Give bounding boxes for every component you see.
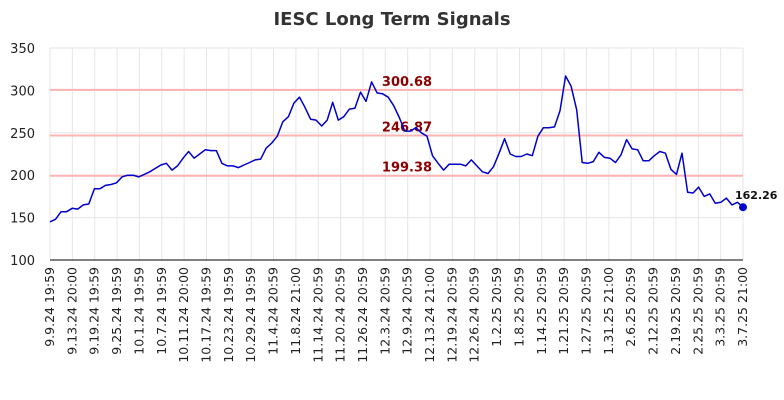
x-axis: 9.9.24 19:59 9.13.24 20:00 9.19.24 19:59 9.… bbox=[42, 259, 750, 363]
series-group bbox=[49, 75, 744, 223]
y-tick-label: 250 bbox=[10, 127, 35, 142]
x-tick-label: 2.25.25 20:59 bbox=[690, 267, 705, 355]
x-tick-label: 10.23.24 19:59 bbox=[221, 267, 236, 363]
x-tick-label: 1.2.25 20:59 bbox=[489, 267, 504, 347]
x-tick-label: 9.13.24 20:00 bbox=[64, 267, 79, 355]
level-label: 199.38 bbox=[382, 161, 432, 176]
x-tick-label: 11.26.24 20:59 bbox=[355, 267, 370, 363]
last-value-label: 162.26 bbox=[735, 189, 778, 202]
x-tick-label: 9.9.24 19:59 bbox=[42, 267, 57, 347]
x-tick-label: 10.29.24 19:59 bbox=[243, 267, 258, 363]
y-axis: 100 150 200 250 300 350 bbox=[10, 42, 35, 269]
x-tick-label: 1.21.25 20:59 bbox=[556, 267, 571, 355]
x-tick-label: 9.19.24 19:59 bbox=[87, 267, 102, 355]
last-point-marker bbox=[739, 203, 747, 212]
x-tick-label: 10.1.24 19:59 bbox=[131, 267, 146, 355]
x-tick-label: 2.12.25 20:59 bbox=[646, 267, 661, 355]
x-tick-label: 10.17.24 19:59 bbox=[198, 267, 213, 363]
y-tick-label: 100 bbox=[10, 254, 35, 269]
x-tick-label: 11.20.24 20:59 bbox=[333, 267, 348, 363]
y-tick-label: 150 bbox=[10, 212, 35, 227]
x-tick-label: 3.7.25 21:00 bbox=[735, 267, 750, 347]
x-tick-label: 10.11.24 20:00 bbox=[176, 267, 191, 363]
y-tick-label: 300 bbox=[10, 84, 35, 99]
series-line bbox=[49, 75, 744, 223]
chart-title: IESC Long Term Signals bbox=[273, 9, 510, 30]
x-tick-label: 11.14.24 20:59 bbox=[310, 267, 325, 363]
x-tick-label: 12.26.24 20:59 bbox=[467, 267, 482, 363]
x-tick-label: 2.19.25 20:59 bbox=[668, 267, 683, 355]
x-tick-label: 12.19.24 20:59 bbox=[444, 267, 459, 363]
x-tick-label: 1.8.25 20:59 bbox=[511, 267, 526, 347]
x-tick-label: 1.27.25 20:59 bbox=[579, 267, 594, 355]
x-tick-label: 1.14.25 20:59 bbox=[534, 267, 549, 355]
x-tick-label: 10.7.24 19:59 bbox=[154, 267, 169, 355]
x-tick-label: 12.9.24 20:59 bbox=[400, 267, 415, 355]
x-tick-label: 11.8.24 21:00 bbox=[288, 267, 303, 355]
x-tick-label: 3.3.25 20:59 bbox=[713, 267, 728, 347]
x-tick-label: 11.4.24 20:59 bbox=[266, 267, 281, 355]
y-tick-label: 350 bbox=[10, 42, 35, 57]
x-tick-label: 2.6.25 20:59 bbox=[623, 267, 638, 347]
x-tick-label: 1.31.25 21:00 bbox=[601, 267, 616, 355]
x-tick-label: 12.13.24 21:00 bbox=[422, 267, 437, 363]
level-label: 300.68 bbox=[382, 75, 432, 90]
y-tick-label: 200 bbox=[10, 169, 35, 184]
grid bbox=[49, 47, 744, 261]
level-label: 246.87 bbox=[382, 120, 432, 135]
level-lines: 300.68 246.87 199.38 bbox=[50, 75, 743, 177]
x-tick-label: 12.3.24 20:59 bbox=[377, 267, 392, 355]
annotations: 162.26 bbox=[735, 189, 778, 212]
x-tick-label: 9.25.24 19:59 bbox=[109, 267, 124, 355]
